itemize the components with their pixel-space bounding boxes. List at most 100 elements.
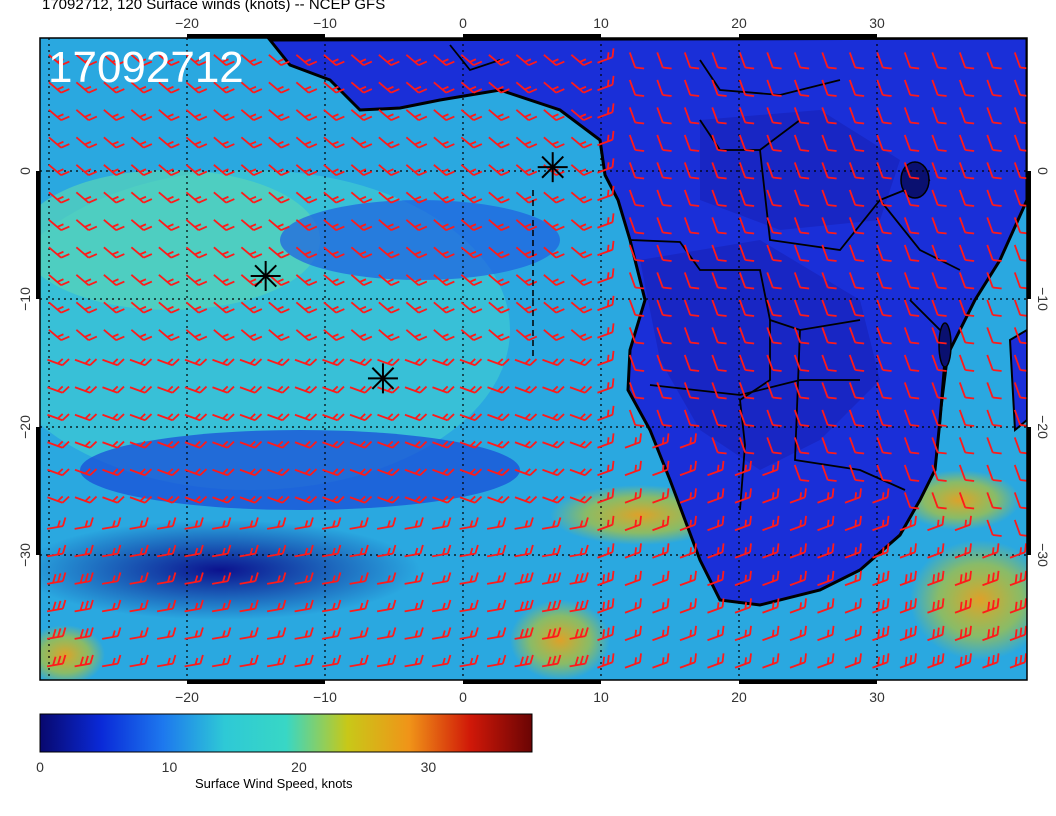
- wind-barb: [793, 79, 810, 97]
- wind-barb: [349, 599, 369, 613]
- wind-barb: [432, 385, 455, 394]
- wind-barb: [295, 164, 318, 176]
- wind-barb: [128, 683, 149, 694]
- wind-barb: [103, 136, 125, 149]
- wind-barb: [980, 681, 1002, 695]
- colorbar-tick-label: 10: [162, 759, 178, 775]
- wind-barb: [958, 299, 975, 317]
- wind-barb: [570, 246, 593, 259]
- wind-barb: [707, 515, 725, 532]
- wind-barb: [958, 244, 975, 262]
- wind-barb: [793, 217, 810, 235]
- wind-barb: [184, 495, 208, 504]
- wind-barb: [876, 437, 892, 455]
- wind-barb: [1013, 492, 1027, 510]
- wind-barb: [294, 627, 314, 640]
- wind-barb: [268, 136, 290, 149]
- wind-barb: [683, 107, 700, 125]
- wind-barb: [872, 625, 890, 642]
- wind-barb: [986, 162, 1002, 180]
- wind-barb: [986, 354, 1002, 372]
- wind-barb: [48, 136, 70, 149]
- wind-barb: [156, 683, 177, 694]
- wind-barb: [848, 217, 865, 235]
- wind-barb: [876, 244, 892, 262]
- wind-barb: [432, 413, 455, 422]
- wind-barb: [876, 189, 892, 207]
- wind-barb: [817, 598, 835, 614]
- wind-barb: [982, 570, 1000, 587]
- wind-barb: [683, 272, 700, 290]
- wind-barb: [683, 354, 700, 372]
- wind-barb: [431, 654, 452, 668]
- wind-barb: [570, 109, 593, 121]
- wind-barb: [267, 468, 290, 477]
- wind-barb: [844, 543, 862, 559]
- wind-barb: [903, 189, 920, 207]
- wind-barb: [821, 382, 837, 400]
- wind-barb: [405, 164, 428, 176]
- wind-barb: [129, 517, 149, 530]
- wind-barb: [899, 653, 917, 669]
- wind-barb: [570, 219, 593, 231]
- wind-barb: [821, 162, 837, 180]
- wind-barb: [707, 543, 725, 559]
- wind-barb: [184, 654, 204, 668]
- wind-barb: [986, 492, 1002, 510]
- wind-barb: [129, 440, 153, 449]
- wind-barb: [239, 627, 259, 640]
- wind-barb: [403, 683, 424, 694]
- wind-barb: [460, 54, 483, 66]
- lon-tick-label: 0: [459, 15, 467, 31]
- wind-barb: [628, 354, 645, 372]
- wind-barb: [101, 627, 122, 640]
- wind-barb: [707, 488, 725, 504]
- lat-tick-label: −10: [1035, 287, 1051, 311]
- wind-barb: [738, 299, 755, 317]
- wind-barb: [762, 625, 780, 642]
- wind-barb: [486, 572, 507, 585]
- wind-barb: [378, 164, 400, 176]
- wind-barb: [876, 107, 892, 125]
- wind-barb: [766, 354, 782, 372]
- wind-barb: [903, 409, 920, 427]
- wind-barb: [597, 488, 615, 504]
- wind-barb: [570, 136, 593, 149]
- wind-barb: [766, 382, 782, 400]
- wind-barb: [876, 79, 892, 97]
- wind-barb: [793, 272, 810, 290]
- wind-barb: [130, 191, 153, 204]
- wind-barb: [656, 244, 672, 262]
- wind-barb: [679, 570, 697, 587]
- wind-barb: [433, 109, 455, 121]
- wind-barb: [129, 599, 149, 613]
- lat-tick-label: −30: [17, 543, 33, 567]
- wind-barb: [240, 136, 263, 149]
- wind-barb: [568, 683, 589, 694]
- wind-barb: [656, 409, 672, 427]
- wind-barb: [487, 495, 510, 504]
- wind-barb: [954, 570, 972, 587]
- storm-markers: [250, 152, 568, 394]
- wind-barb: [350, 109, 373, 121]
- wind-barb: [431, 683, 452, 694]
- wind-barb: [211, 654, 232, 668]
- wind-barb: [766, 79, 782, 97]
- wind-barb: [404, 627, 424, 640]
- wind-barb: [323, 109, 345, 121]
- wind-barb: [157, 413, 180, 422]
- wind-barb: [899, 515, 917, 532]
- wind-barb: [738, 134, 755, 152]
- wind-barb: [405, 54, 428, 66]
- wind-barb: [185, 191, 208, 204]
- wind-barb: [1013, 107, 1027, 125]
- lon-ticks-bottom: −20 −10 0 10 20 30: [175, 689, 885, 705]
- lat-tick-label: −30: [1035, 543, 1051, 567]
- lat-tick-label: 0: [1035, 167, 1051, 175]
- wind-barb: [184, 599, 204, 613]
- wind-barb: [679, 433, 697, 449]
- wind-barb: [487, 385, 510, 394]
- wind-barb: [46, 599, 67, 613]
- wind-barb: [793, 244, 810, 262]
- wind-barb: [766, 437, 782, 455]
